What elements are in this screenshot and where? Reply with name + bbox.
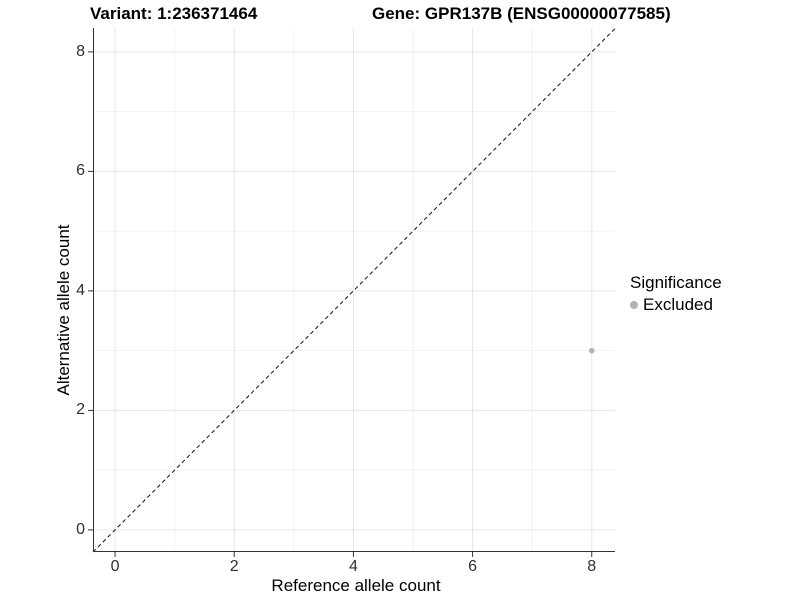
legend-title: Significance [630,273,722,292]
y-tick-label: 6 [76,162,85,180]
legend: Significance Excluded [630,273,722,315]
y-axis-label: Alternative allele count [54,224,73,396]
x-tick-label: 6 [468,558,478,575]
x-tick-label: 2 [229,558,239,575]
x-axis-label: Reference allele count [271,576,441,595]
plot-panel [88,28,616,557]
y-tick-label: 0 [76,520,85,538]
data-point [588,347,595,354]
y-tick-label: 8 [76,42,85,60]
gene-title: Gene: GPR137B (ENSG00000077585) [372,4,671,23]
y-tick-label: 2 [76,401,85,419]
x-tick-label: 8 [587,558,597,575]
legend-point-icon [630,301,638,309]
variant-title: Variant: 1:236371464 [90,4,258,23]
identity-line [92,28,616,553]
legend-item-excluded: Excluded [630,295,722,315]
legend-item-label: Excluded [643,295,713,314]
x-tick-label: 4 [348,558,358,575]
plot-canvas [88,28,616,557]
x-tick-label: 0 [110,558,120,575]
y-tick-label: 4 [76,281,85,299]
